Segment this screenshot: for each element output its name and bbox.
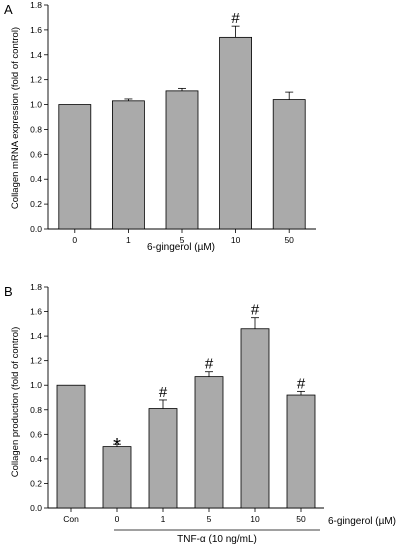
panel-b-x-tick-label: 10 — [250, 514, 260, 524]
panel-b-y-axis-label: Collagen production (fold of control) — [10, 327, 21, 478]
panel-b-y-tick-label: 1.0 — [30, 380, 42, 390]
panel-a: A Collagen mRNA expression (fold of cont… — [4, 0, 316, 253]
panel-a-bar — [58, 104, 92, 230]
panel-a-x-tick-label: 50 — [284, 235, 294, 245]
panel-b-y-tick-label: 0.4 — [30, 454, 42, 464]
panel-b: B Collagen production (fold of control) … — [4, 282, 396, 545]
panel-b-y-tick-label: 0.2 — [30, 478, 42, 488]
panel-a-x-tick-label: 0 — [72, 235, 77, 245]
panel-b-x-tick-label: 0 — [115, 514, 120, 524]
panel-b-y-tick-label: 1.6 — [30, 307, 42, 317]
panel-a-y-tick-label: 1.2 — [30, 75, 42, 85]
panel-a-bar — [165, 90, 199, 230]
panel-a-bar — [219, 36, 253, 230]
panel-b-y-tick-label: 0.6 — [30, 429, 42, 439]
panel-b-bar — [286, 394, 316, 509]
panel-a-y-tick-label: 0.0 — [30, 224, 42, 234]
panel-a-y-tick-label: 1.4 — [30, 50, 42, 60]
panel-a-y-tick-label: 1.8 — [30, 0, 42, 10]
panel-b-bar — [102, 446, 132, 509]
panel-a-y-tick-label: 0.8 — [30, 124, 42, 134]
panel-a-x-tick-label: 10 — [231, 235, 241, 245]
panel-b-y-tick-label: 1.4 — [30, 331, 42, 341]
panel-a-x-tick-label: 1 — [126, 235, 131, 245]
panel-a-y-tick-label: 1.0 — [30, 100, 42, 110]
panel-a-x-axis-label: 6-gingerol (µM) — [147, 242, 215, 253]
panel-b-y-tick-label: 1.8 — [30, 282, 42, 292]
panel-b-y-tick-label: 0.8 — [30, 405, 42, 415]
panel-a-y-tick-label: 0.6 — [30, 149, 42, 159]
panel-b-x-tick-label: Con — [63, 514, 79, 524]
panel-a-bar — [272, 99, 306, 230]
panel-b-significance-mark: * — [113, 435, 121, 457]
panel-b-x-tick-label: 50 — [296, 514, 306, 524]
panel-b-y-tick-label: 1.2 — [30, 356, 42, 366]
panel-a-significance-mark: # — [231, 10, 240, 27]
panel-b-bar — [194, 376, 224, 509]
panel-b-significance-mark: # — [205, 356, 214, 373]
panel-b-x-tick-label: 5 — [207, 514, 212, 524]
panel-a-y-tick-label: 1.6 — [30, 25, 42, 35]
panel-b-bar — [240, 328, 270, 509]
panel-b-significance-mark: # — [297, 375, 306, 392]
panel-a-y-axis-label: Collagen mRNA expression (fold of contro… — [10, 27, 21, 209]
panel-b-x-axis-label: 6-gingerol (µM) — [328, 516, 396, 527]
panel-b-bar — [56, 384, 86, 509]
panel-a-y-tick-label: 0.2 — [30, 199, 42, 209]
panel-b-letter: B — [4, 284, 13, 299]
panel-b-significance-mark: # — [159, 384, 168, 401]
panel-a-letter: A — [4, 2, 13, 17]
panel-b-significance-mark: # — [251, 302, 260, 319]
panel-a-x-tick-label: 5 — [180, 235, 185, 245]
panel-b-bar — [148, 408, 178, 509]
panel-b-group-label: TNF-α (10 ng/mL) — [177, 534, 257, 545]
panel-a-y-tick-label: 0.4 — [30, 174, 42, 184]
panel-a-bar — [112, 100, 145, 230]
panel-b-x-tick-label: 1 — [161, 514, 166, 524]
panel-b-y-tick-label: 0.0 — [30, 503, 42, 513]
